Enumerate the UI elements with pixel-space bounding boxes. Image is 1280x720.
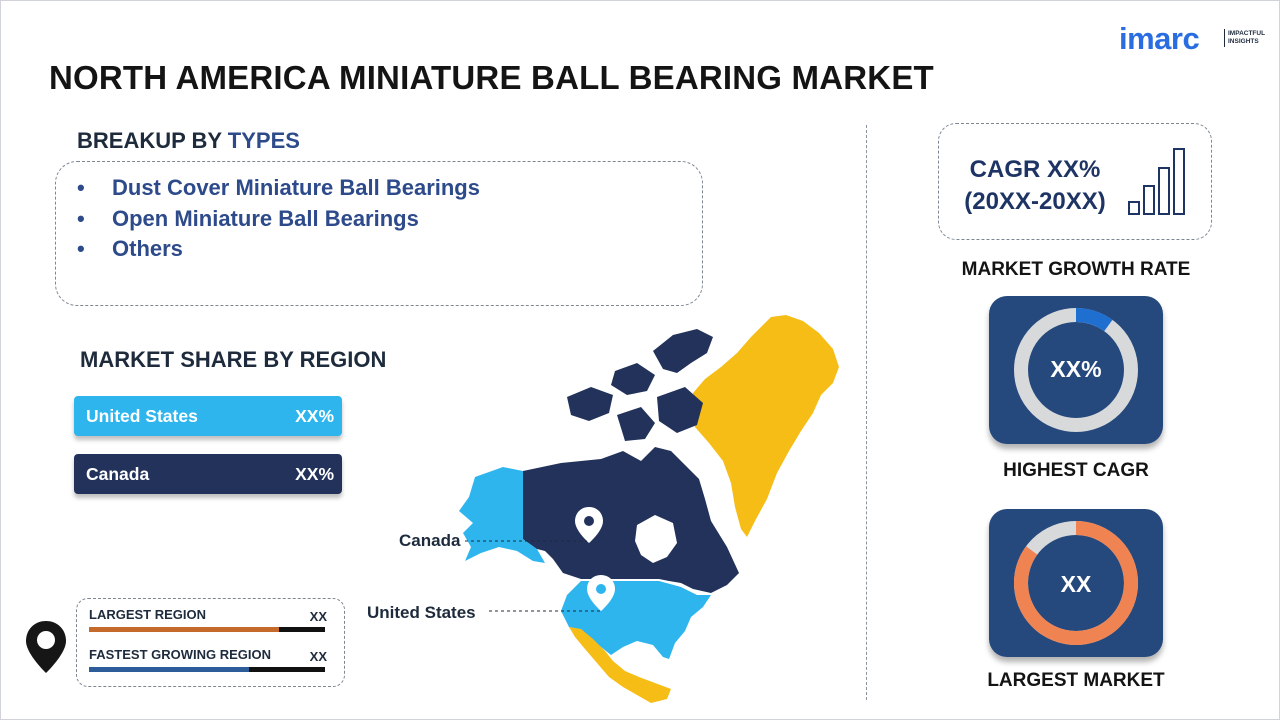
bullet: •: [77, 205, 85, 231]
canada-pin-icon: [575, 507, 603, 543]
largest-market-value: XX: [1060, 571, 1092, 597]
greenland-shape: [689, 315, 839, 537]
logo-tagline-line1: IMPACTFUL: [1228, 30, 1266, 37]
page-title: NORTH AMERICA MINIATURE BALL BEARING MAR…: [49, 59, 934, 96]
region-label: United States: [86, 406, 198, 426]
region-heading: MARKET SHARE BY REGION: [80, 347, 387, 372]
canada-shape: [523, 447, 739, 593]
bullet: •: [77, 236, 85, 261]
highest-cagr-donut: [1014, 308, 1138, 432]
highest-cagr-label: HIGHEST CAGR: [1003, 460, 1149, 481]
types-heading-prefix: BREAKUP BY: [77, 128, 222, 153]
cagr-line1: CAGR XX%: [969, 156, 1101, 183]
list-item: • Open Miniature Ball Bearings: [77, 204, 480, 235]
region-value: XX%: [295, 464, 334, 484]
legend-line: [89, 627, 325, 632]
arctic-islands-shape: [653, 329, 713, 373]
type-label: Open Miniature Ball Bearings: [112, 205, 419, 231]
region-bar-canada: Canada XX%: [74, 454, 342, 494]
arctic-islands-shape: [657, 387, 703, 433]
types-list: • Dust Cover Miniature Ball Bearings • Ope…: [77, 173, 480, 265]
arctic-islands-shape: [611, 363, 655, 395]
cagr-box: [938, 123, 1212, 240]
legend-value: XX: [309, 609, 327, 624]
logo-tagline-line2: INSIGHTS: [1228, 38, 1259, 45]
arctic-islands-shape: [567, 387, 613, 421]
types-heading: BREAKUP BY TYPES: [77, 128, 300, 154]
largest-market-tile: XX: [989, 509, 1163, 657]
united-states-shape: [561, 581, 711, 659]
legend-value: XX: [309, 649, 327, 664]
bullet: •: [77, 175, 85, 200]
hudson-bay-shape: [635, 515, 677, 563]
type-label: Dust Cover Miniature Ball Bearings: [112, 175, 480, 200]
types-box: [55, 161, 703, 306]
legend-box: LARGEST REGION XX FASTEST GROWING REGION…: [76, 598, 345, 687]
alaska-shape: [459, 467, 545, 563]
largest-market-donut: [1014, 521, 1138, 645]
list-item: • Others: [77, 234, 480, 265]
north-america-map: [459, 315, 839, 703]
arctic-islands-shape: [617, 407, 655, 441]
imarc-logo: imarc IMPACTFUL INSIGHTS: [1119, 13, 1274, 57]
legend-label: LARGEST REGION: [89, 607, 207, 622]
largest-market-label: LARGEST MARKET: [987, 670, 1165, 691]
highest-cagr-value: XX%: [1050, 356, 1102, 382]
logo-divider: [1224, 29, 1225, 47]
donut-arc: [1014, 308, 1138, 432]
type-label: Others: [112, 236, 183, 261]
logo-wordmark: imarc: [1119, 21, 1200, 56]
legend-line: [89, 667, 325, 672]
highest-cagr-tile: XX%: [989, 296, 1163, 444]
types-heading-accent: TYPES: [227, 128, 300, 153]
map-callout-canada: Canada: [399, 531, 461, 550]
us-pin-icon: [587, 575, 615, 611]
location-pin-icon: [26, 621, 66, 673]
region-value: XX%: [295, 406, 334, 426]
map-callout-united-states: United States: [367, 603, 476, 622]
mexico-shape: [569, 627, 671, 703]
cagr-text: CAGR XX% (20XX-20XX): [955, 154, 1115, 218]
legend-fill-fastest: [89, 667, 249, 672]
donut-arc: [1014, 521, 1138, 645]
vertical-divider: [866, 125, 867, 700]
region-bar-united-states: United States XX%: [74, 396, 342, 436]
logo-tagline: IMPACTFUL INSIGHTS: [1228, 30, 1274, 46]
region-label: Canada: [86, 464, 150, 484]
legend-fill-largest: [89, 627, 279, 632]
cagr-line2: (20XX-20XX): [964, 188, 1106, 215]
list-item: • Dust Cover Miniature Ball Bearings: [77, 173, 480, 204]
legend-label: FASTEST GROWING REGION: [89, 647, 272, 662]
growth-bars-icon: [1128, 148, 1185, 215]
market-growth-rate-label: MARKET GROWTH RATE: [961, 259, 1191, 280]
